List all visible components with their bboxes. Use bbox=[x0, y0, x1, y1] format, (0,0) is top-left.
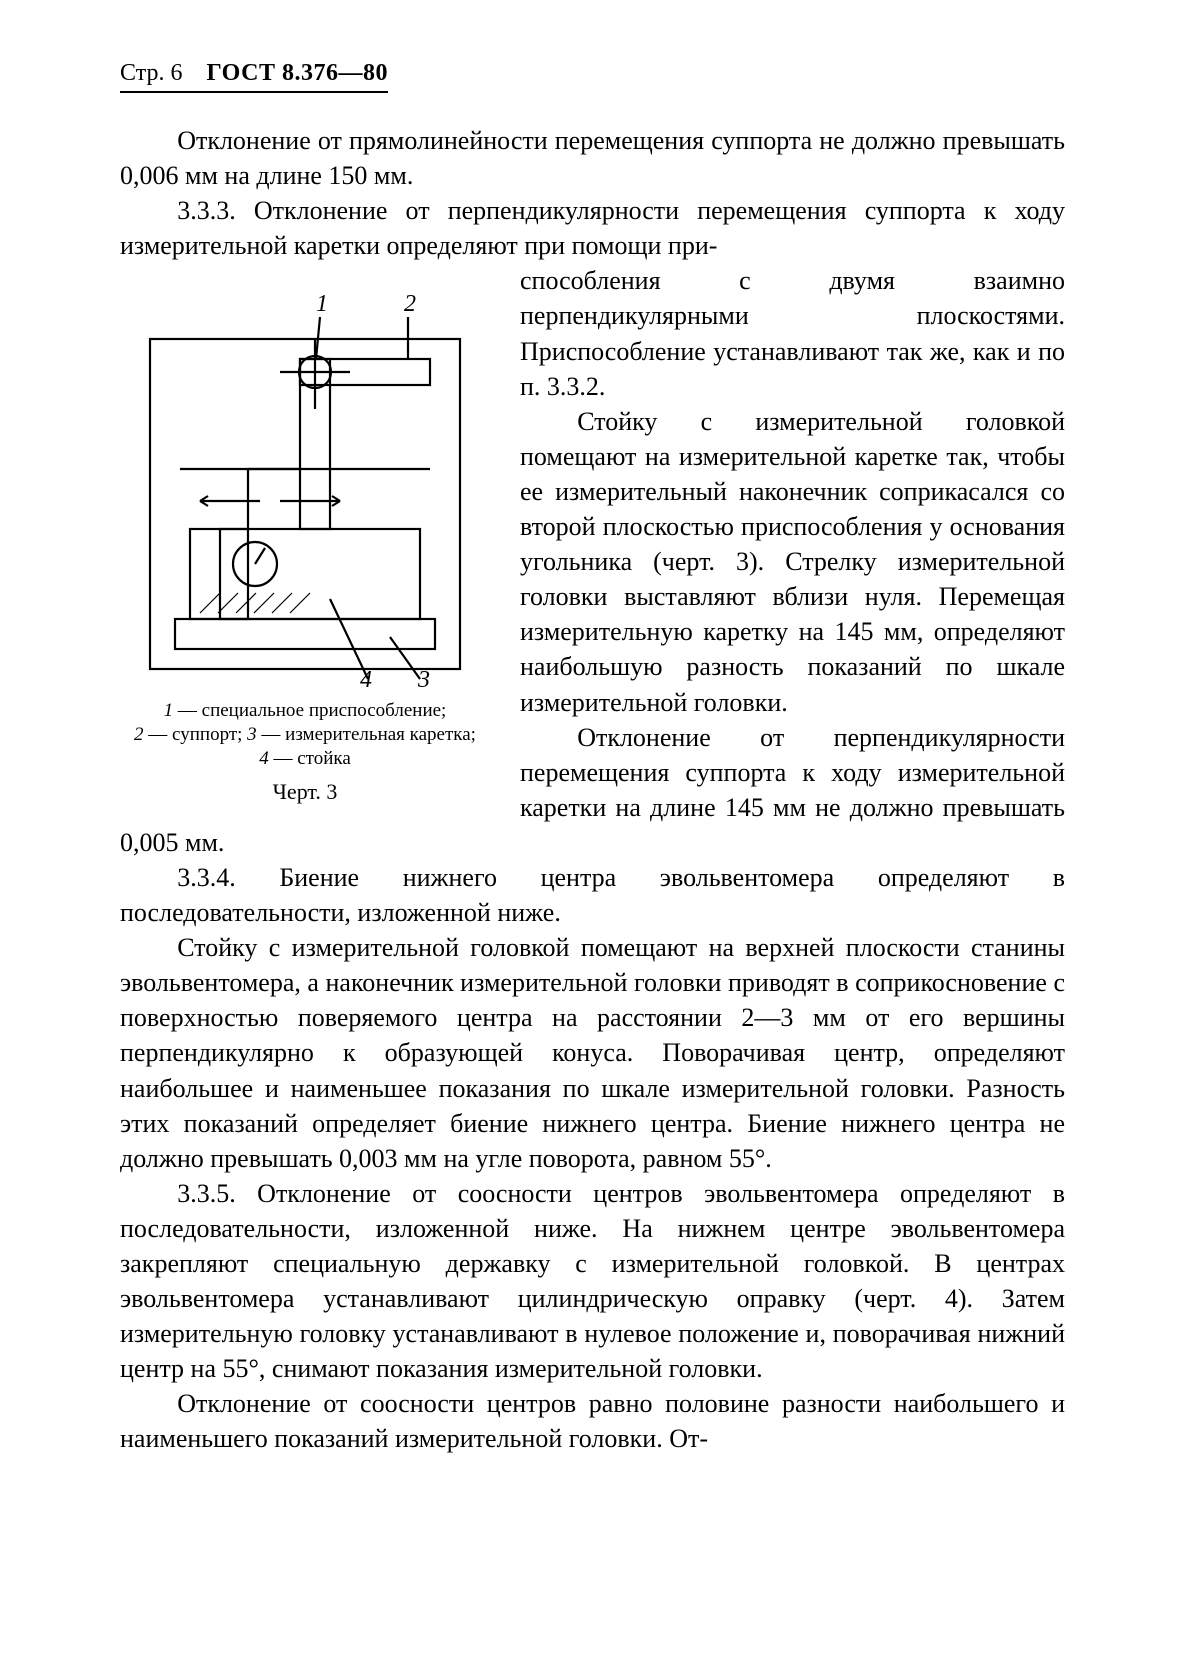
legend-3-txt: — измерительная каретка; bbox=[257, 724, 476, 745]
legend-1-txt: — специальное приспособление; bbox=[173, 700, 446, 721]
svg-text:2: 2 bbox=[404, 291, 416, 317]
para-3-3-4-body: Стойку с измерительной головкой помещают… bbox=[120, 930, 1065, 1176]
para-3-3-3-lead-text: 3.3.3. Отклонение от перпендикулярности … bbox=[120, 196, 1065, 260]
standard-code: ГОСТ 8.376—80 bbox=[206, 60, 387, 86]
page: Стр. 6 ГОСТ 8.376—80 Отклонение от прямо… bbox=[0, 0, 1185, 1674]
legend-4-txt: — стойка bbox=[269, 748, 351, 769]
para-3-3-5-cont: Отклонение от соосности центров равно по… bbox=[120, 1386, 1065, 1456]
legend-2-txt: — суппорт; bbox=[144, 724, 248, 745]
para-3-3-3-lead: 3.3.3. Отклонение от перпендикулярности … bbox=[120, 193, 1065, 263]
svg-text:4: 4 bbox=[360, 667, 372, 689]
svg-text:3: 3 bbox=[417, 667, 430, 689]
figure-3-drawing: 1 2 3 4 bbox=[120, 269, 490, 689]
legend-1-num: 1 bbox=[164, 700, 174, 721]
body-text: Отклонение от прямолинейности перемещени… bbox=[120, 123, 1065, 1457]
figure-3-svg: 1 2 3 4 bbox=[120, 269, 490, 689]
figure-3-legend: 1 — специальное приспособление; 2 — супп… bbox=[120, 699, 490, 770]
page-number-label: Стр. 6 bbox=[120, 60, 182, 86]
figure-3-title: Черт. 3 bbox=[120, 777, 490, 807]
para-3-3-4-lead: 3.3.4. Биение нижнего центра эвольвентом… bbox=[120, 860, 1065, 930]
legend-2-num: 2 bbox=[134, 724, 144, 745]
para-3-3-2-end: Отклонение от прямолинейности перемещени… bbox=[120, 123, 1065, 193]
para-3-3-5-body: 3.3.5. Отклонение от соосности центров э… bbox=[120, 1176, 1065, 1387]
page-header: Стр. 6 ГОСТ 8.376—80 bbox=[120, 60, 388, 93]
legend-4-num: 4 bbox=[259, 748, 269, 769]
svg-text:1: 1 bbox=[316, 291, 328, 317]
figure-3-block: 1234 1 — специальное приспособление; 2 —… bbox=[120, 269, 490, 806]
legend-3-num: 3 bbox=[247, 724, 257, 745]
